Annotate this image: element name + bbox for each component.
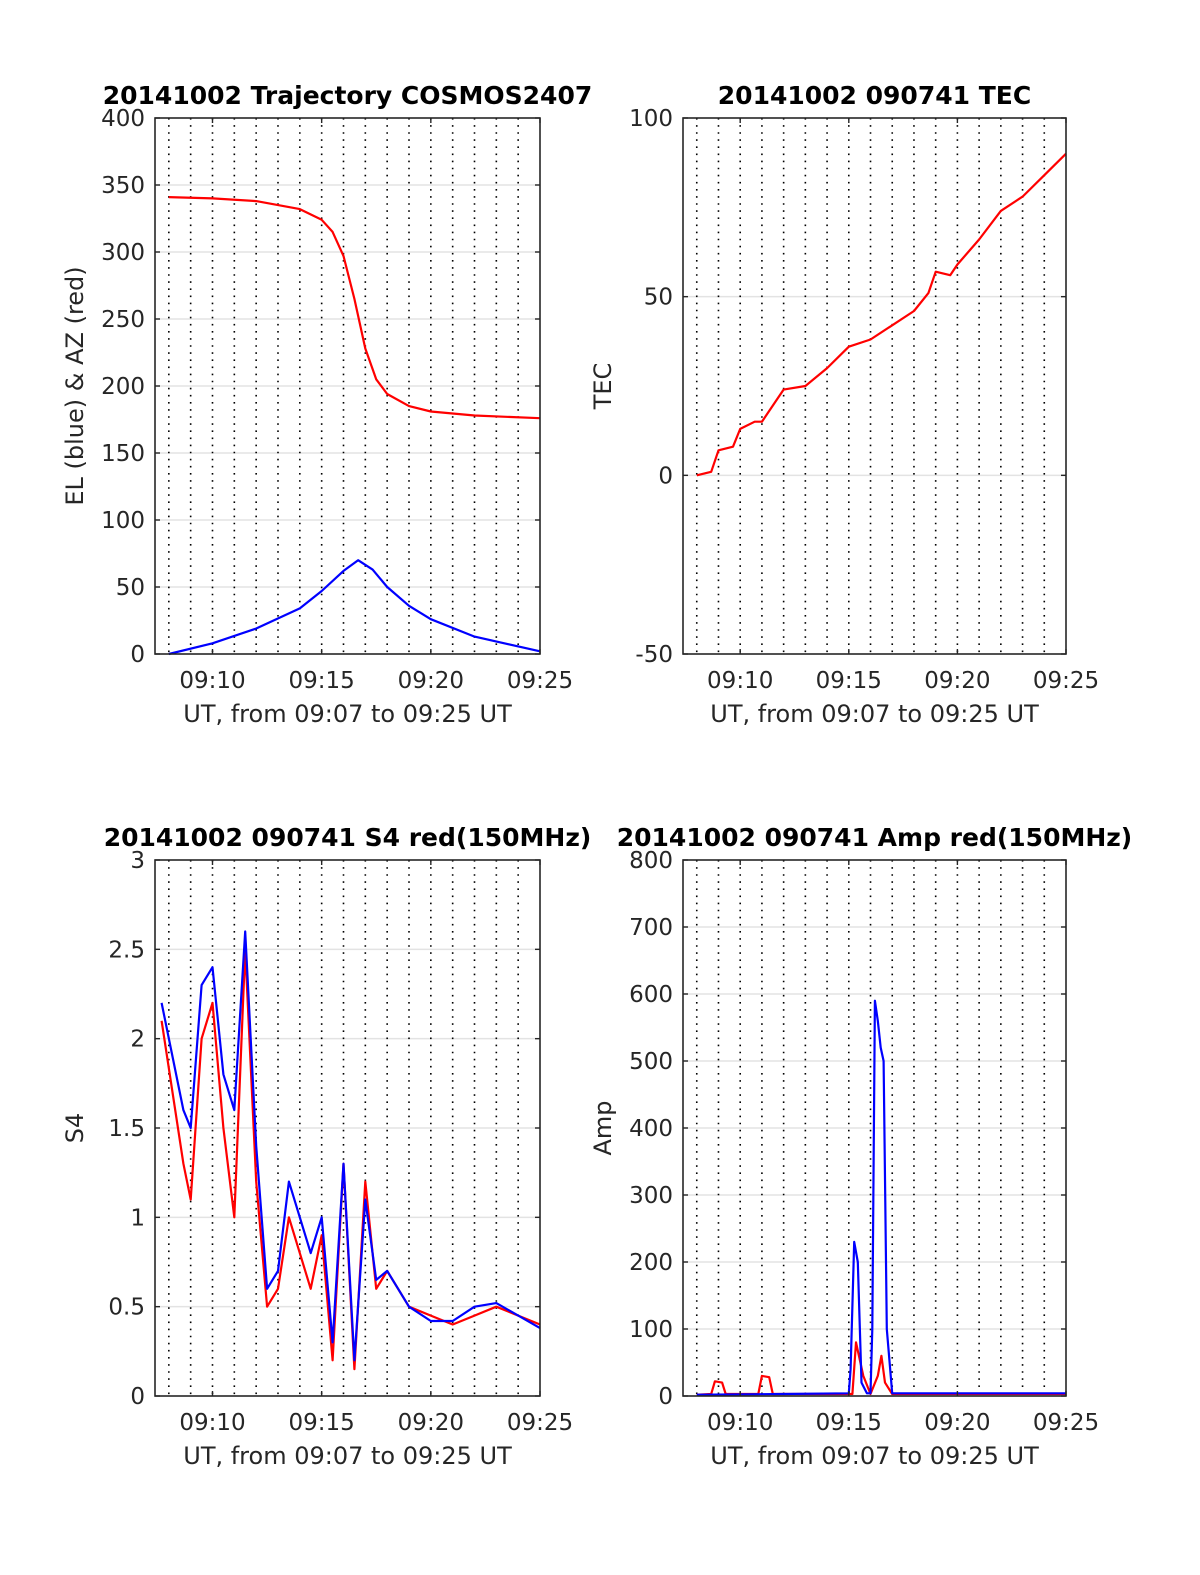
- s4-series-line: [160, 930, 541, 1362]
- s4-xtick-label: 09:10: [179, 1410, 245, 1436]
- trajectory-series-line: [168, 559, 541, 656]
- tec-xtick-label: 09:20: [924, 668, 990, 694]
- s4-title: 20141002 090741 S4 red(150MHz): [104, 823, 592, 852]
- s4-ytick-label: 2.5: [108, 937, 145, 963]
- tec-xlabel: UT, from 09:07 to 09:25 UT: [710, 700, 1039, 728]
- s4-ytick-label: 1: [130, 1205, 145, 1231]
- trajectory-ylabel: EL (blue) & AZ (red): [61, 266, 89, 505]
- s4-xtick-label: 09:15: [289, 1410, 355, 1436]
- trajectory-xtick-label: 09:25: [507, 668, 573, 694]
- amp-series-line: [696, 1341, 1066, 1396]
- tec-xtick-label: 09:15: [816, 668, 882, 694]
- s4-xtick-label: 09:25: [507, 1410, 573, 1436]
- amp-ytick-label: 400: [629, 1116, 673, 1142]
- amp-ytick-label: 100: [629, 1317, 673, 1343]
- amp-ytick-label: 500: [629, 1049, 673, 1075]
- amp-ytick-label: 300: [629, 1183, 673, 1209]
- trajectory-ytick-label: 250: [101, 307, 145, 333]
- trajectory-xlabel: UT, from 09:07 to 09:25 UT: [183, 700, 512, 728]
- tec-panel: -50 0 50 100 09:10 09:15 09:20 09:25 20141002 09…: [589, 81, 1099, 728]
- trajectory-title: 20141002 Trajectory COSMOS2407: [103, 81, 593, 110]
- amp-ytick-label: 600: [629, 982, 673, 1008]
- s4-ytick-label: 0.5: [108, 1295, 145, 1321]
- s4-panel: 0 0.5 1 1.5 2 2.5 3 09:10 09:15 09:20 09:25 2014100…: [61, 823, 591, 1470]
- trajectory-ytick-label: 0: [130, 642, 145, 668]
- amp-ytick-label: 800: [629, 848, 673, 874]
- amp-xtick-label: 09:10: [707, 1410, 773, 1436]
- tec-xtick-label: 09:10: [707, 668, 773, 694]
- s4-xlabel: UT, from 09:07 to 09:25 UT: [183, 1442, 512, 1470]
- trajectory-ytick-label: 50: [116, 575, 145, 601]
- amp-panel: 0 100 200 300 400 500 600 700 800 09:10 09:15 09:20…: [589, 823, 1132, 1470]
- trajectory-ytick-label: 100: [101, 508, 145, 534]
- amp-ytick-label: 200: [629, 1250, 673, 1276]
- s4-xtick-label: 09:20: [398, 1410, 464, 1436]
- tec-ytick-label: 50: [644, 285, 673, 311]
- amp-series-line: [696, 999, 1066, 1396]
- tec-axes-box: [682, 117, 1067, 655]
- tec-title: 20141002 090741 TEC: [718, 81, 1031, 110]
- trajectory-panel: 0 50 100 150 200 250 300 350 400 09:10 09:15 09:20 0…: [61, 81, 592, 728]
- amp-xtick-label: 09:25: [1033, 1410, 1099, 1436]
- amp-xlabel: UT, from 09:07 to 09:25 UT: [710, 1442, 1039, 1470]
- s4-ytick-label: 0: [130, 1384, 145, 1410]
- trajectory-ytick-label: 200: [101, 374, 145, 400]
- tec-xtick-label: 09:25: [1033, 668, 1099, 694]
- trajectory-ytick-label: 350: [101, 173, 145, 199]
- tec-ytick-label: 100: [629, 106, 673, 132]
- amp-xtick-label: 09:15: [816, 1410, 882, 1436]
- trajectory-xtick-label: 09:20: [398, 668, 464, 694]
- trajectory-ytick-label: 150: [101, 441, 145, 467]
- amp-xtick-label: 09:20: [924, 1410, 990, 1436]
- s4-ytick-label: 1.5: [108, 1116, 145, 1142]
- amp-ylabel: Amp: [589, 1100, 617, 1155]
- tec-ytick-label: -50: [635, 642, 673, 668]
- trajectory-ytick-label: 300: [101, 240, 145, 266]
- tec-ylabel: TEC: [589, 363, 617, 411]
- amp-ytick-label: 0: [658, 1384, 673, 1410]
- s4-ytick-label: 3: [130, 848, 145, 874]
- trajectory-xtick-label: 09:15: [289, 668, 355, 694]
- tec-series-line: [696, 152, 1067, 477]
- trajectory-xtick-label: 09:10: [179, 668, 245, 694]
- s4-ylabel: S4: [61, 1113, 89, 1144]
- amp-title: 20141002 090741 Amp red(150MHz): [617, 823, 1133, 852]
- s4-ytick-label: 2: [130, 1027, 145, 1053]
- trajectory-series-line: [168, 196, 541, 420]
- trajectory-ytick-label: 400: [101, 106, 145, 132]
- tec-ytick-label: 0: [658, 463, 673, 489]
- amp-ytick-label: 700: [629, 915, 673, 941]
